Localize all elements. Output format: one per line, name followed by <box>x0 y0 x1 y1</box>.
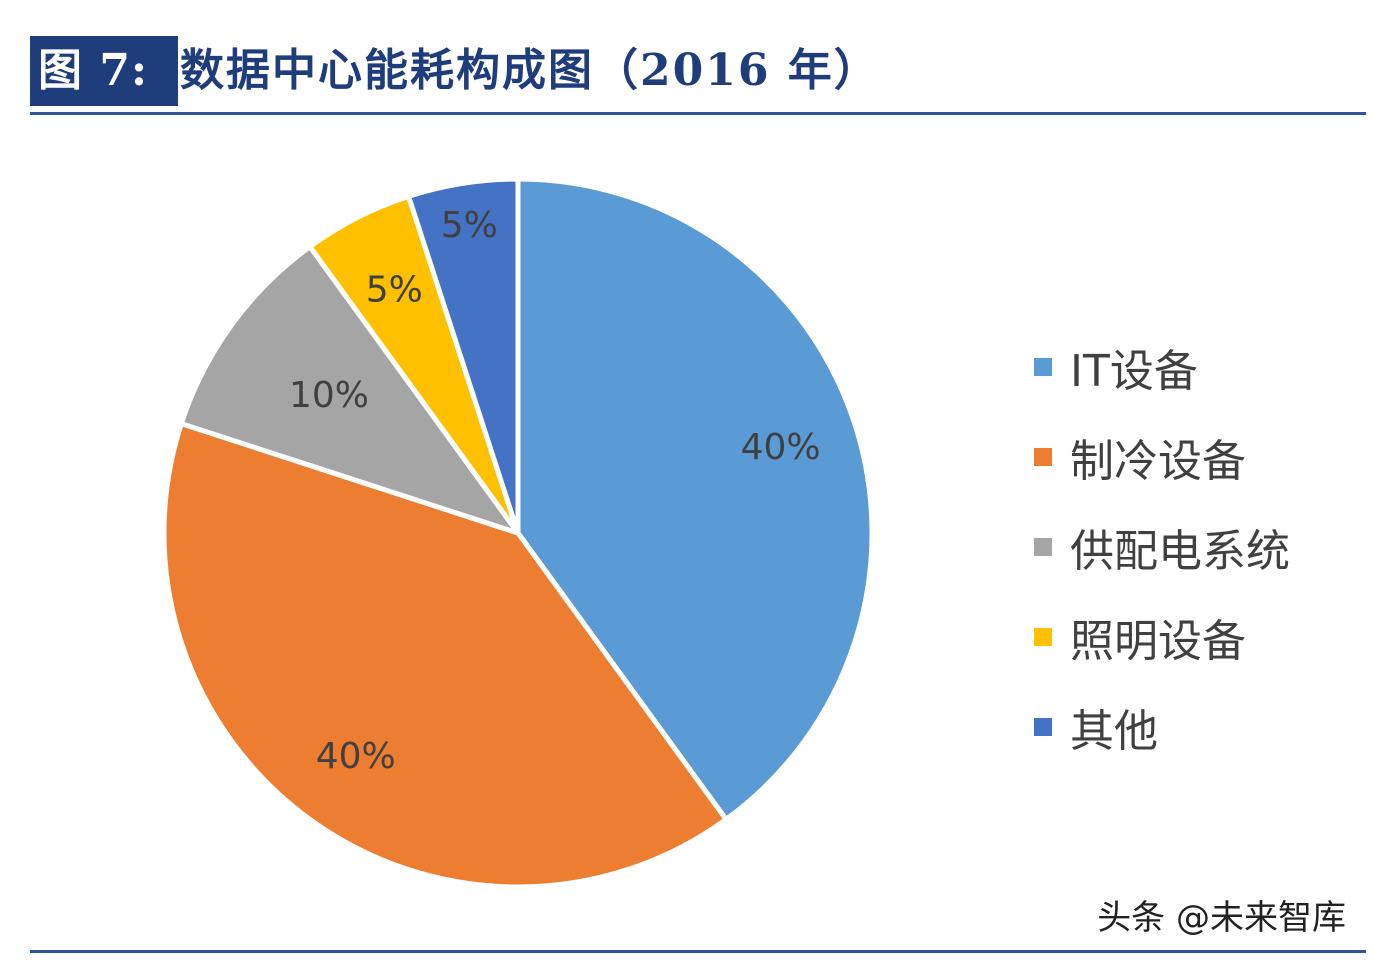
legend-item: 照明设备 <box>1034 592 1290 682</box>
legend-swatch <box>1034 718 1052 736</box>
pie-data-label: 40% <box>741 427 821 468</box>
legend-swatch <box>1034 628 1052 646</box>
pie-slice <box>406 176 521 536</box>
top-divider <box>30 112 1366 115</box>
legend-swatch <box>1034 358 1052 376</box>
legend-item: 制冷设备 <box>1034 412 1290 502</box>
pie-data-label: 5% <box>441 205 498 246</box>
legend-label: 照明设备 <box>1070 616 1246 667</box>
legend-item: 其他 <box>1034 682 1290 772</box>
pie-data-label: 40% <box>316 736 396 777</box>
legend-label: 制冷设备 <box>1070 436 1246 487</box>
figure-header: 图 7: 数据中心能耗构成图（2016 年） <box>30 36 1030 106</box>
figure-number-label: 图 7: <box>30 36 178 106</box>
bottom-divider <box>30 950 1366 953</box>
source-watermark: 头条 @未来智库 <box>1097 898 1346 938</box>
legend-swatch <box>1034 538 1052 556</box>
legend-label: IT设备 <box>1070 346 1198 397</box>
legend-item: 供配电系统 <box>1034 502 1290 592</box>
pie-data-label: 5% <box>366 270 423 311</box>
legend-swatch <box>1034 448 1052 466</box>
pie-slice <box>161 421 729 890</box>
pie-slice <box>178 244 521 536</box>
pie-slice <box>515 176 875 822</box>
pie-data-label: 10% <box>289 375 369 416</box>
figure-title: 数据中心能耗构成图（2016 年） <box>180 45 880 96</box>
legend-label: 其他 <box>1070 706 1158 757</box>
legend-label: 供配电系统 <box>1070 526 1290 577</box>
legend-item: IT设备 <box>1034 322 1290 412</box>
chart-legend: IT设备 制冷设备 供配电系统 照明设备 其他 <box>1034 322 1290 772</box>
